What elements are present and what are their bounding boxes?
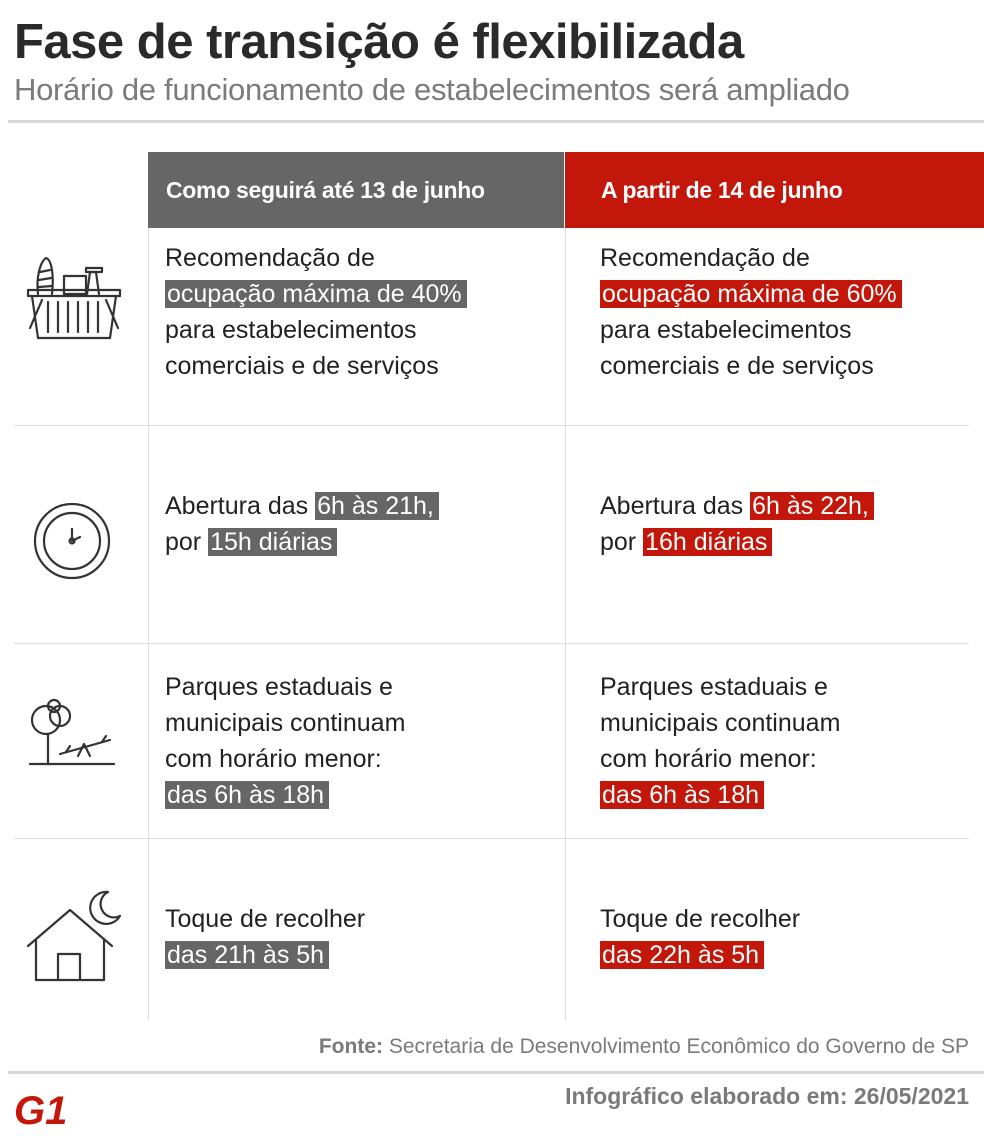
text-line: comerciais e de serviços: [165, 352, 439, 380]
row-divider: [14, 838, 969, 839]
row-parks-new: Parques estaduais e municipais continuam…: [600, 669, 840, 813]
text-line: Recomendação de: [600, 244, 810, 272]
text-line: municipais continuam: [165, 709, 406, 737]
row-opening-hours-current: Abertura das 6h às 21h, por 15h diárias: [165, 488, 439, 560]
park-icon: [28, 698, 116, 766]
text-line: comerciais e de serviços: [600, 352, 874, 380]
column-header-current: Como seguirá até 13 de junho: [148, 152, 564, 228]
text-line: Abertura das: [600, 492, 744, 520]
text-line: Toque de recolher: [600, 905, 801, 933]
highlight-value: 16h diárias: [643, 528, 773, 556]
text-line: Toque de recolher: [165, 905, 366, 933]
row-occupancy-current: Recomendação de ocupação máxima de 40% p…: [165, 240, 467, 384]
highlight-value: 6h às 21h,: [315, 492, 439, 520]
page-title: Fase de transição é flexibilizada: [14, 15, 744, 69]
highlight-value: das 21h às 5h: [165, 941, 330, 969]
text-line: Parques estaduais e: [165, 673, 393, 701]
text-line: para estabelecimentos: [165, 316, 417, 344]
house-moon-icon: [26, 890, 122, 982]
g1-logo: G1: [14, 1089, 67, 1128]
column-divider: [565, 228, 566, 1020]
source-text: Secretaria de Desenvolvimento Econômico …: [388, 1035, 969, 1058]
highlight-value: 15h diárias: [208, 528, 338, 556]
highlight-value: das 22h às 5h: [600, 941, 765, 969]
text-line: Parques estaduais e: [600, 673, 828, 701]
highlight-value: 6h às 22h,: [750, 492, 874, 520]
shopping-basket-icon: [26, 256, 122, 340]
row-opening-hours-new: Abertura das 6h às 22h, por 16h diárias: [600, 488, 874, 560]
text-line: Abertura das: [165, 492, 309, 520]
credit-date: Infográfico elaborado em: 26/05/2021: [565, 1083, 969, 1109]
text-line: para estabelecimentos: [600, 316, 852, 344]
row-curfew-new: Toque de recolher das 22h às 5h: [600, 901, 800, 973]
text-line: com horário menor:: [600, 745, 817, 773]
column-header-new: A partir de 14 de junho: [565, 152, 984, 228]
highlight-value: das 6h às 18h: [165, 781, 330, 809]
highlight-value: ocupação máxima de 60%: [600, 280, 902, 308]
source-label: Fonte:: [318, 1035, 383, 1058]
highlight-value: das 6h às 18h: [600, 781, 765, 809]
page-subtitle: Horário de funcionamento de estabelecime…: [14, 72, 850, 107]
text-line: por: [600, 528, 637, 556]
logo-text: G1: [14, 1089, 67, 1128]
row-parks-current: Parques estaduais e municipais continuam…: [165, 669, 405, 813]
bottom-divider: [8, 1071, 984, 1074]
column-divider: [148, 228, 149, 1020]
text-line: por: [165, 528, 202, 556]
text-line: com horário menor:: [165, 745, 382, 773]
highlight-value: ocupação máxima de 40%: [165, 280, 467, 308]
row-occupancy-new: Recomendação de ocupação máxima de 60% p…: [600, 240, 902, 384]
clock-icon: [33, 502, 111, 580]
row-curfew-current: Toque de recolher das 21h às 5h: [165, 901, 365, 973]
text-line: municipais continuam: [600, 709, 841, 737]
text-line: Recomendação de: [165, 244, 375, 272]
top-divider: [8, 120, 984, 123]
row-divider: [14, 425, 969, 426]
source-note: Fonte: Secretaria de Desenvolvimento Eco…: [319, 1035, 969, 1059]
row-divider: [14, 643, 969, 644]
